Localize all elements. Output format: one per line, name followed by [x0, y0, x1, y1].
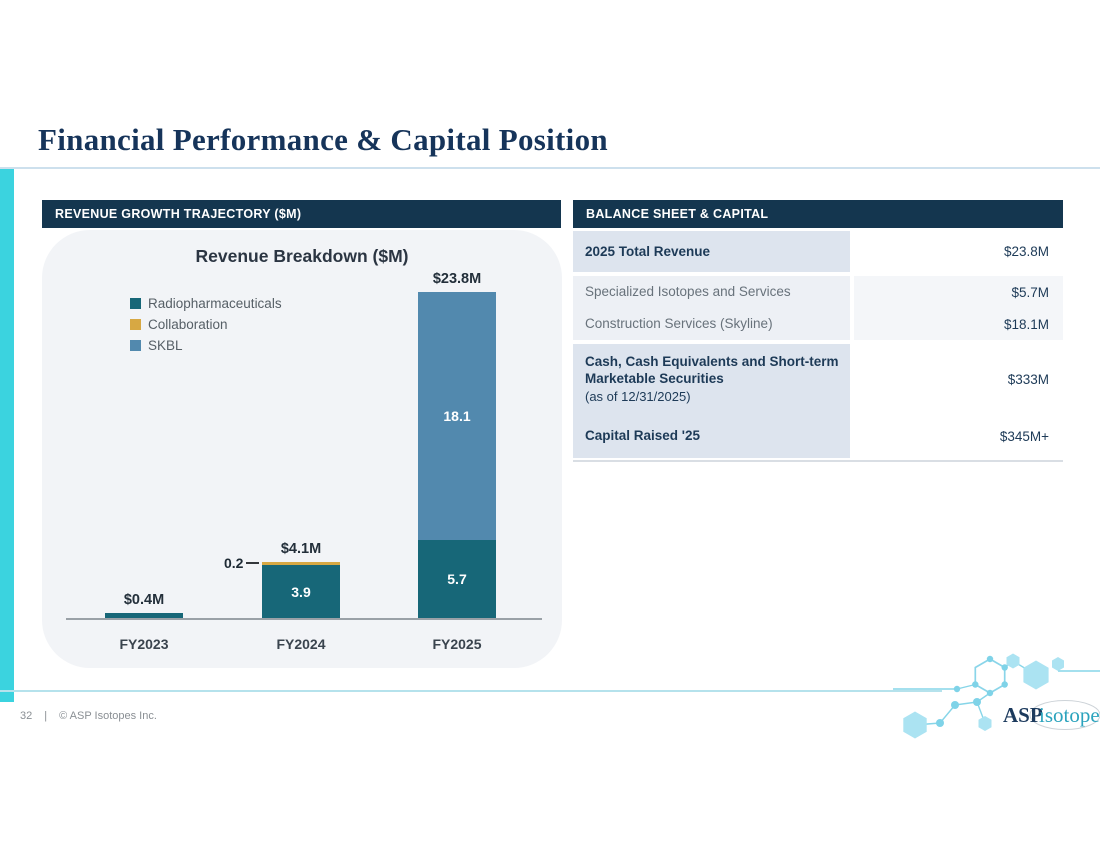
bar-segment-radiopharmaceuticals: [105, 613, 183, 618]
hexagon-small-right: [1052, 657, 1064, 671]
hexagon-bottom-small: [978, 716, 992, 731]
benzene-ring-outline: [974, 658, 1006, 694]
balance-panel-header-label: BALANCE SHEET & CAPITAL: [586, 207, 769, 221]
row-value: $345M+: [854, 414, 1063, 458]
x-axis-line: [66, 618, 542, 620]
column-gap: [850, 276, 854, 308]
balance-panel-header: BALANCE SHEET & CAPITAL: [573, 200, 1063, 228]
hexagon-bottom-left: [903, 711, 927, 739]
row-label: Capital Raised '25: [573, 414, 850, 458]
legend-label: Radiopharmaceuticals: [148, 296, 282, 311]
collaboration-callout: 0.2: [224, 555, 260, 571]
table-row: Specialized Isotopes and Services $5.7M: [573, 276, 1063, 308]
bar-fy2023: $0.4M FY2023: [105, 592, 183, 652]
column-gap: [850, 231, 854, 272]
chart-title: Revenue Breakdown ($M): [195, 246, 409, 266]
callout-leader-line: [246, 562, 260, 564]
footer-separator: |: [44, 710, 48, 722]
table-row: Capital Raised '25 $345M+: [573, 414, 1063, 458]
row-label-note: (as of 12/31/2025): [585, 388, 691, 404]
logo-text-isotopes: isotopes: [1039, 703, 1100, 727]
bar-chart-plot: $0.4M FY2023 $4.1M 3.9 FY2024 $23.8M 5.7…: [42, 230, 562, 652]
bar-total-label: $0.4M: [123, 592, 165, 608]
bar-segment-skbl: 18.1: [418, 292, 496, 540]
balance-sheet-table: 2025 Total Revenue $23.8M Specialized Is…: [573, 231, 1063, 462]
row-value: $18.1M: [854, 308, 1063, 340]
revenue-panel-header-label: REVENUE GROWTH TRAJECTORY ($M): [55, 207, 302, 221]
hexagon-large: [1023, 660, 1049, 690]
table-row: 2025 Total Revenue $23.8M: [573, 231, 1063, 272]
bar-segment-radiopharmaceuticals: 3.9: [262, 565, 340, 618]
logo-text-asp: ASP: [1003, 703, 1043, 727]
hexagon-small-top: [1006, 653, 1020, 669]
row-label: Specialized Isotopes and Services: [573, 276, 850, 308]
legend-item-collaboration: Collaboration: [130, 317, 282, 332]
revenue-chart-card: $0.4M FY2023 $4.1M 3.9 FY2024 $23.8M 5.7…: [42, 230, 562, 668]
table-row: Construction Services (Skyline) $18.1M: [573, 308, 1063, 340]
legend-swatch-icon: [130, 319, 141, 330]
bar-segment-radiopharmaceuticals: 5.7: [418, 540, 496, 618]
x-tick-label: FY2023: [119, 636, 169, 652]
copyright-text: © ASP Isotopes Inc.: [59, 710, 157, 722]
bar-stack: 5.7 18.1: [418, 292, 496, 618]
footer: 32 | © ASP Isotopes Inc.: [20, 710, 157, 722]
left-accent-bar: [0, 169, 14, 702]
legend-label: SKBL: [148, 338, 183, 353]
legend-swatch-icon: [130, 298, 141, 309]
footer-divider: [0, 690, 942, 692]
bar-total-label: $4.1M: [280, 541, 322, 557]
revenue-panel-header: REVENUE GROWTH TRAJECTORY ($M): [42, 200, 561, 228]
page-title: Financial Performance & Capital Position: [38, 122, 608, 157]
row-label: 2025 Total Revenue: [573, 231, 850, 272]
column-gap: [850, 344, 854, 414]
table-bottom-border: [573, 460, 1063, 462]
row-label: Cash, Cash Equivalents and Short-term Ma…: [573, 344, 850, 414]
callout-value: 0.2: [224, 555, 244, 571]
legend-swatch-icon: [130, 340, 141, 351]
bar-fy2024: $4.1M 3.9 FY2024: [262, 541, 340, 652]
table-row: Cash, Cash Equivalents and Short-term Ma…: [573, 344, 1063, 414]
x-tick-label: FY2024: [276, 636, 326, 652]
row-value: $5.7M: [854, 276, 1063, 308]
bar-stack: 3.9: [262, 562, 340, 618]
page-number: 32: [20, 710, 33, 722]
legend-item-radiopharmaceuticals: Radiopharmaceuticals: [130, 296, 282, 311]
title-divider: [0, 167, 1100, 169]
asp-isotopes-logo: ASP isotopes: [893, 653, 1100, 739]
row-label: Construction Services (Skyline): [573, 308, 850, 340]
chart-legend: Radiopharmaceuticals Collaboration SKBL: [130, 296, 282, 359]
column-gap: [850, 414, 854, 458]
x-tick-label: FY2025: [432, 636, 482, 652]
row-value: $333M: [854, 344, 1063, 414]
bar-fy2025: $23.8M 5.7 18.1 FY2025: [418, 271, 496, 652]
row-value: $23.8M: [854, 231, 1063, 272]
legend-item-skbl: SKBL: [130, 338, 282, 353]
column-gap: [850, 308, 854, 340]
legend-label: Collaboration: [148, 317, 228, 332]
bar-total-label: $23.8M: [432, 271, 482, 287]
bar-stack: [105, 613, 183, 618]
bar-segment-collaboration: [262, 562, 340, 565]
